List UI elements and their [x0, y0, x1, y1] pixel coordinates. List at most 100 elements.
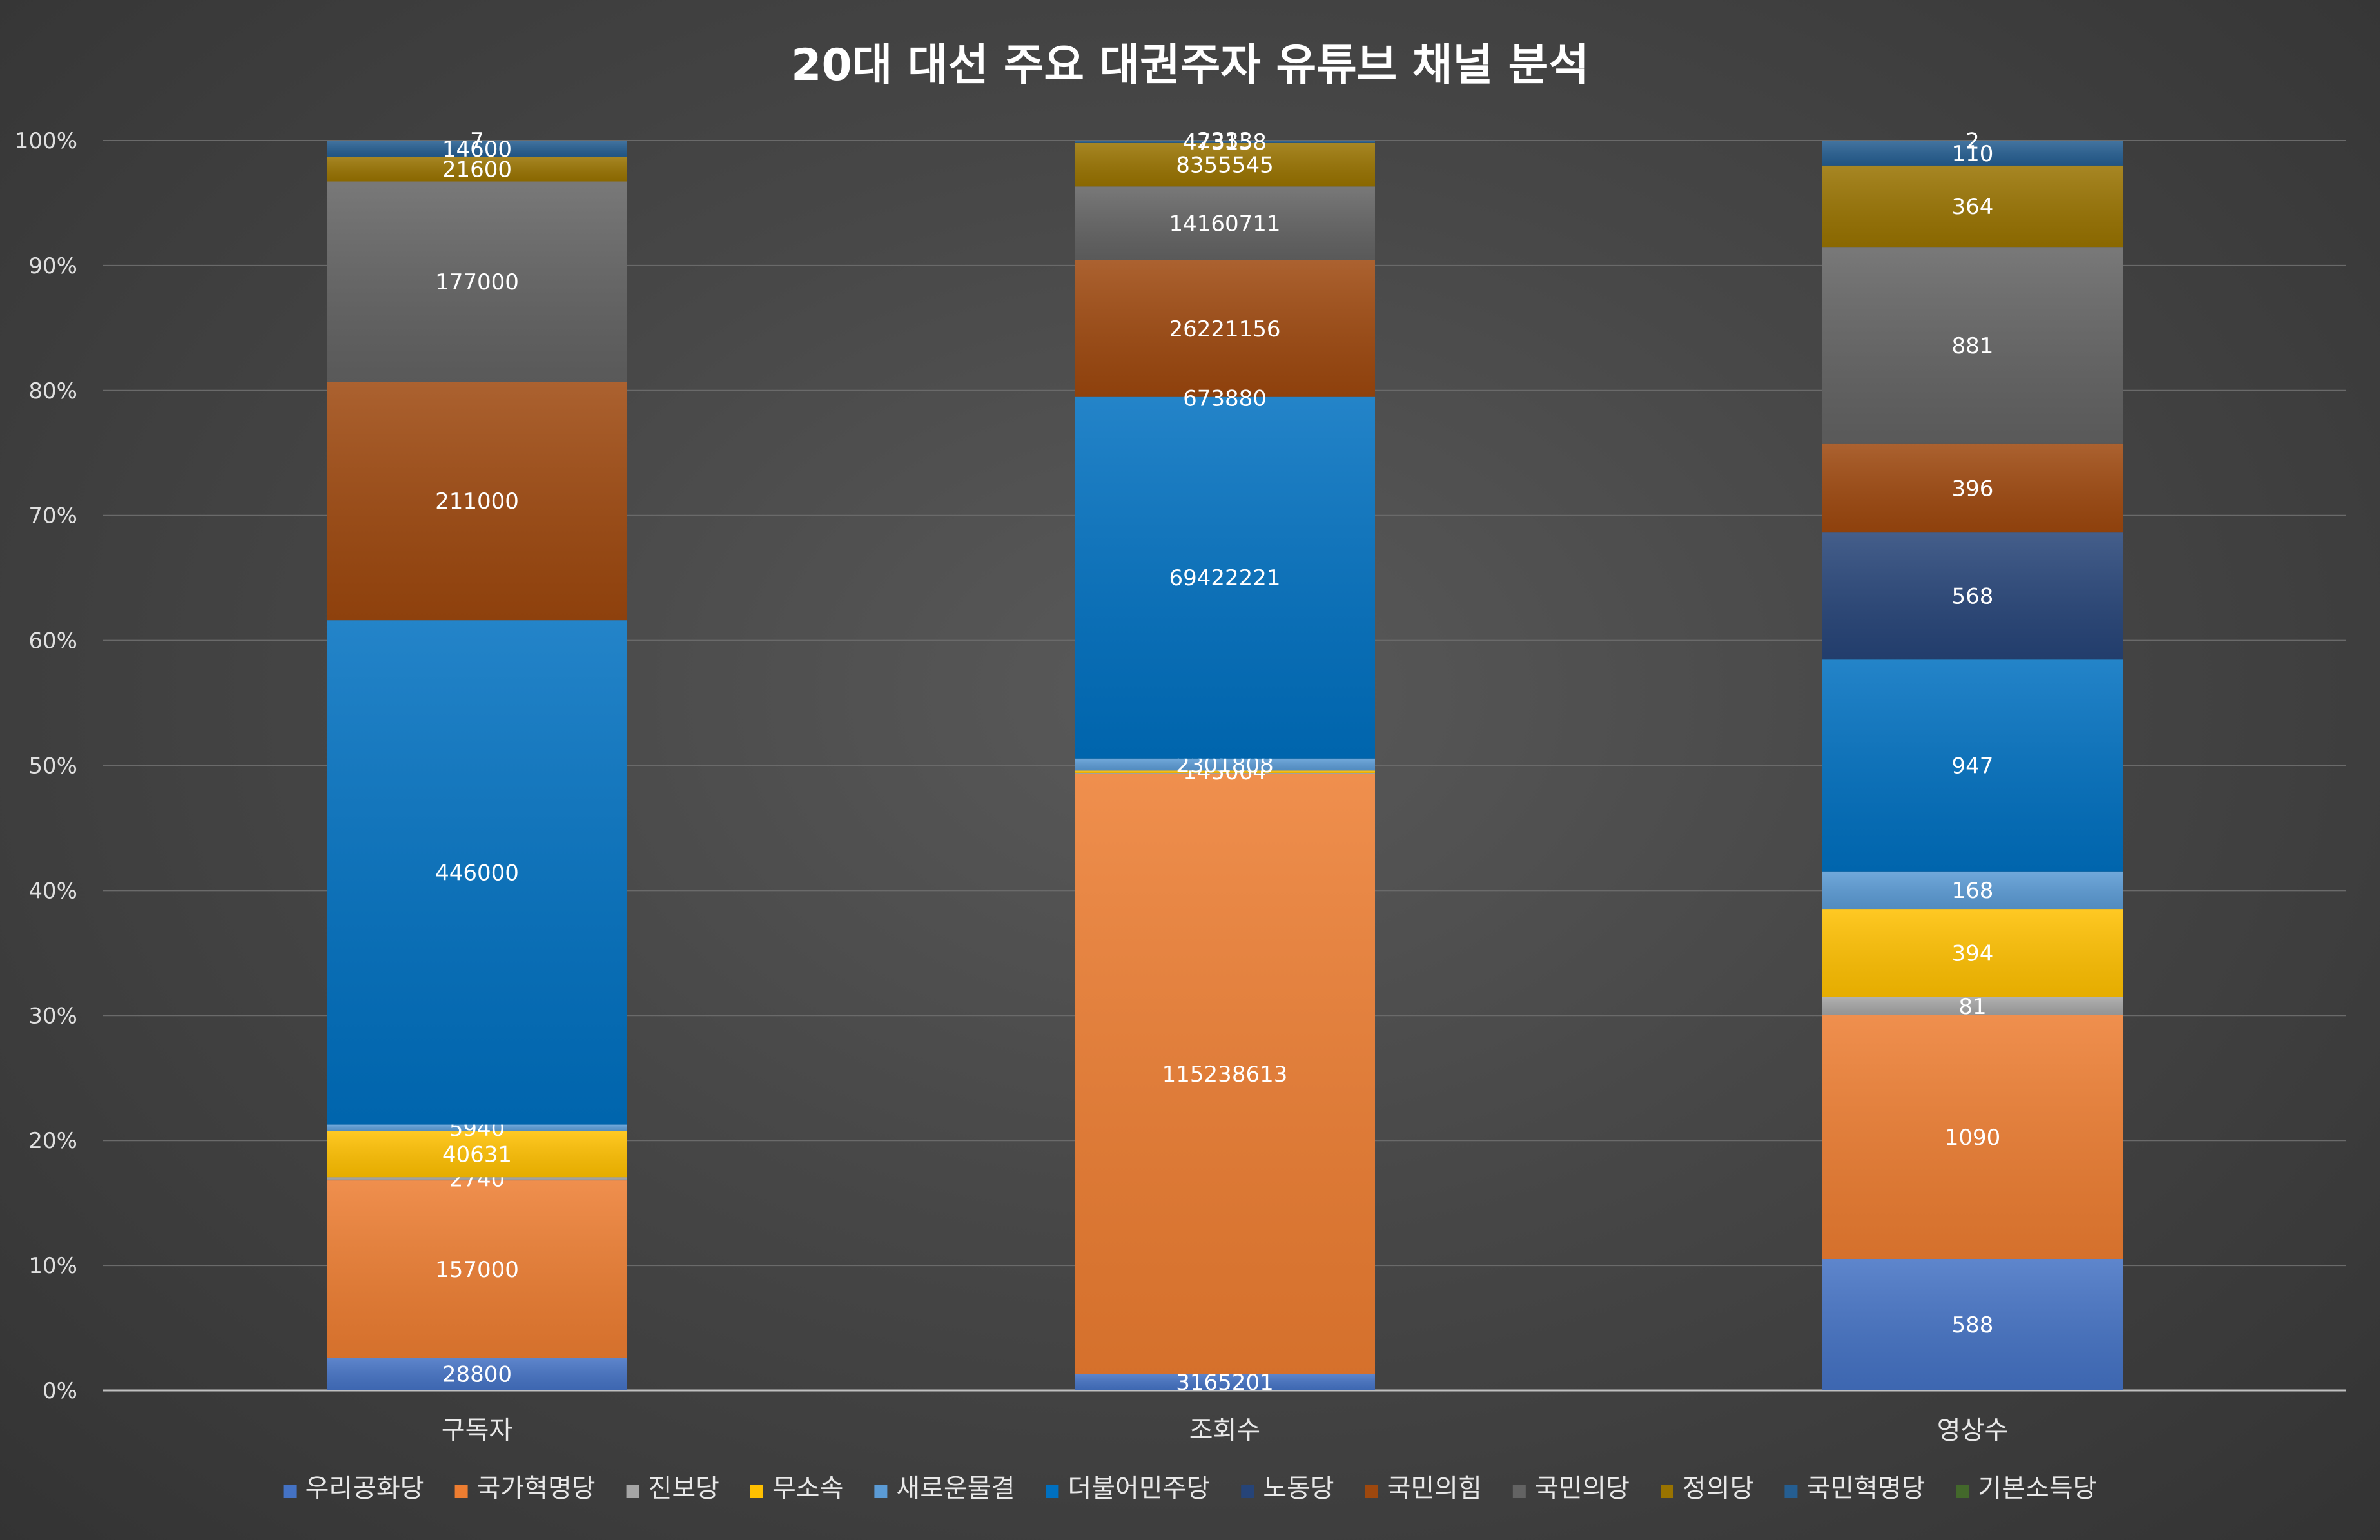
data-label: 473158	[1183, 130, 1267, 155]
legend-swatch	[454, 1485, 468, 1498]
data-label: 3165201	[1176, 1370, 1273, 1396]
bar-stack-1: 2880015700027404063159404460002110001770…	[327, 128, 627, 1390]
y-tick-label: 10%	[28, 1253, 77, 1279]
legend-swatch	[1784, 1485, 1798, 1498]
x-axis: 구독자 조회수 영상수	[442, 1416, 2008, 1445]
data-label: 881	[1952, 333, 1994, 359]
legend-item: 국민의당	[1512, 1474, 1630, 1503]
data-label: 1090	[1945, 1125, 2001, 1151]
legend-label: 국민혁명당	[1806, 1474, 1925, 1503]
legend-swatch	[874, 1485, 888, 1498]
legend-item: 국가혁명당	[454, 1474, 596, 1503]
y-tick-label: 90%	[28, 253, 77, 279]
data-label: 26221156	[1169, 317, 1280, 342]
y-tick-label: 100%	[15, 128, 77, 154]
legend-label: 진보당	[649, 1474, 719, 1503]
legend-swatch	[1365, 1485, 1378, 1498]
y-tick-label: 40%	[28, 878, 77, 904]
data-label: 446000	[435, 860, 519, 886]
legend-item: 더불어민주당	[1046, 1474, 1210, 1503]
y-tick-label: 0%	[43, 1378, 77, 1404]
data-label: 364	[1952, 194, 1994, 220]
legend: 우리공화당 국가혁명당 진보당 무소속 새로운물결 더불어민주당 노동당 국민의힘 국민의당 정의…	[283, 1474, 2096, 1503]
y-tick-label: 70%	[28, 503, 77, 529]
bar-segment-shade	[1822, 247, 2123, 444]
bar-segment-shade	[1075, 396, 1375, 759]
data-label: 110	[1952, 141, 1994, 167]
legend-item: 노동당	[1241, 1474, 1334, 1503]
bar-segment-shade	[327, 181, 627, 382]
y-tick-label: 80%	[28, 378, 77, 404]
legend-label: 정의당	[1683, 1474, 1753, 1503]
legend-item: 무소속	[750, 1474, 843, 1503]
legend-swatch	[283, 1485, 297, 1498]
data-label: 211000	[435, 489, 519, 514]
legend-label: 국가혁명당	[477, 1474, 596, 1503]
data-label: 947	[1952, 754, 1994, 779]
legend-label: 우리공화당	[306, 1474, 424, 1503]
bar-segment-shade	[1075, 142, 1375, 187]
x-tick-label: 조회수	[1189, 1416, 1260, 1445]
data-label: 81	[1958, 994, 1986, 1020]
bar-segment-shade	[327, 382, 627, 621]
legend-label: 기본소득당	[1978, 1474, 2096, 1503]
chart-title: 20대 대선 주요 대권주자 유튜브 채널 분석	[791, 40, 1589, 91]
legend-label: 노동당	[1263, 1474, 1334, 1503]
y-tick-label: 30%	[28, 1003, 77, 1029]
data-label: 177000	[435, 269, 519, 295]
bar-segment-shade	[327, 620, 627, 1125]
bar-segment-shade	[1822, 997, 2123, 1015]
data-label: 568	[1952, 584, 1994, 610]
bar-segment-shade	[327, 1180, 627, 1358]
legend-item: 국민의힘	[1365, 1474, 1482, 1503]
data-label: 394	[1952, 941, 1994, 966]
legend-label: 더불어민주당	[1068, 1474, 1210, 1503]
bar-segment-shade	[1075, 774, 1375, 1374]
data-label: 69422221	[1169, 565, 1280, 591]
bar-segment-shade	[1075, 186, 1375, 260]
bar-segment-shade	[1822, 532, 2123, 660]
legend-item: 기본소득당	[1956, 1474, 2096, 1503]
bar-segment-shade	[1075, 758, 1375, 771]
y-axis: 0% 10% 20% 30% 40% 50% 60% 70% 80% 90% 100%	[15, 128, 77, 1404]
bar-segment-shade	[327, 1131, 627, 1178]
data-label: 14160711	[1169, 211, 1280, 237]
legend-item: 진보당	[626, 1474, 719, 1503]
bar-segment-shade	[327, 1124, 627, 1131]
data-label: 2333	[1197, 128, 1253, 154]
legend-label: 국민의당	[1535, 1474, 1630, 1503]
data-label: 7	[470, 128, 484, 154]
data-label: 168	[1952, 878, 1994, 904]
bar-segment-shade	[327, 157, 627, 182]
bar-segment-shade	[1822, 659, 2123, 872]
data-label: 28800	[442, 1362, 512, 1388]
bar-segment-shade	[1822, 141, 2123, 166]
legend-item: 국민혁명당	[1784, 1474, 1925, 1503]
data-label: 673880	[1183, 385, 1267, 411]
data-label: 157000	[435, 1257, 519, 1283]
legend-swatch	[1512, 1485, 1526, 1498]
legend-swatch	[1241, 1485, 1254, 1498]
bar-segment-shade	[1075, 260, 1375, 397]
data-label: 115238613	[1162, 1062, 1288, 1087]
bar-segment-shade	[1822, 1015, 2123, 1260]
plot-area: 2880015700027404063159404460002110001770…	[327, 128, 2123, 1396]
data-label: 40631	[442, 1142, 512, 1168]
bar-segment-shade	[1822, 165, 2123, 248]
legend-label: 무소속	[772, 1474, 843, 1503]
bar-segment-shade	[327, 1177, 627, 1181]
legend-swatch	[750, 1485, 763, 1498]
legend-item: 정의당	[1661, 1474, 1753, 1503]
x-tick-label: 영상수	[1937, 1416, 2008, 1445]
data-label: 588	[1952, 1312, 1994, 1338]
bar-segment-shade	[1075, 770, 1375, 774]
data-label: 396	[1952, 476, 1994, 502]
y-tick-label: 20%	[28, 1128, 77, 1154]
legend-label: 새로운물결	[896, 1474, 1015, 1503]
legend-swatch	[1956, 1485, 1969, 1498]
bar-segment-shade	[327, 141, 627, 157]
bar-segment-shade	[1075, 141, 1375, 143]
y-tick-label: 50%	[28, 754, 77, 779]
